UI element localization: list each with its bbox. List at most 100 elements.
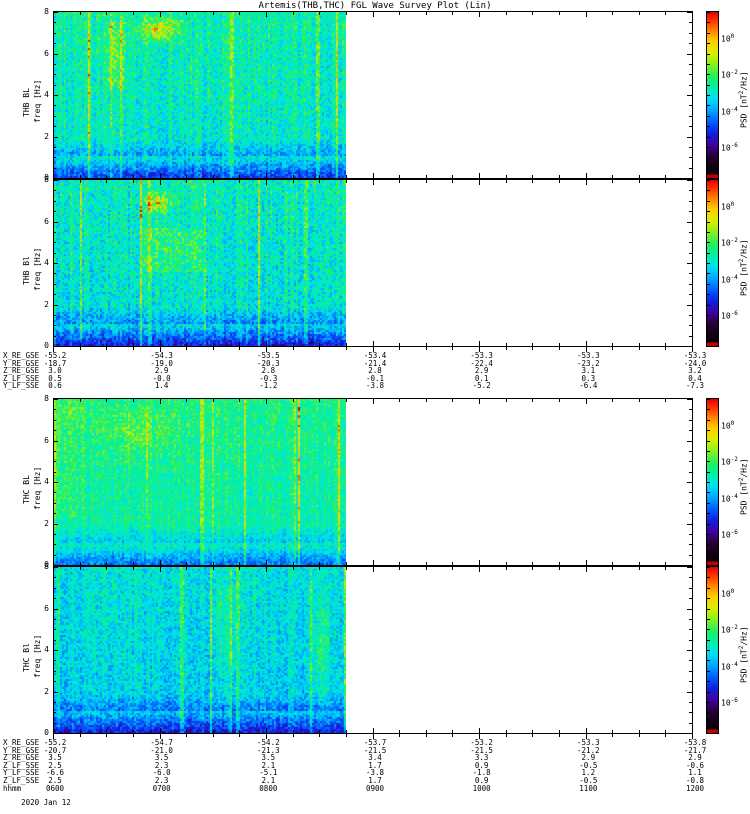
x-axis-minor-tick xyxy=(186,730,187,733)
colorbar-tick-label: 10-2 xyxy=(721,624,738,635)
x-axis-tick xyxy=(373,567,374,572)
x-axis-minor-tick xyxy=(639,730,640,733)
x-axis-minor-tick xyxy=(639,12,640,15)
x-axis-tick xyxy=(266,341,267,346)
colorbar-minor-tick xyxy=(707,147,710,148)
spectrogram-image-thb-bl xyxy=(54,12,346,178)
colorbar-minor-tick xyxy=(707,712,710,713)
annotation-value: -55.2 xyxy=(43,738,67,747)
annotation-value: -21.5 xyxy=(470,745,493,755)
y-axis-tick-right xyxy=(687,53,692,55)
x-axis-tick xyxy=(160,341,161,346)
axis-tick xyxy=(160,734,161,739)
annotation-value: -0.3 xyxy=(259,373,278,383)
y-axis-tick-label: 4 xyxy=(44,258,49,267)
x-axis-minor-tick xyxy=(612,567,613,570)
y-axis-tick-right xyxy=(687,346,692,347)
axis-minor-tick xyxy=(80,347,81,350)
y-axis-tick xyxy=(53,180,58,181)
axis-tick xyxy=(586,347,587,352)
x-axis-minor-tick xyxy=(426,12,427,15)
colorbar-minor-tick xyxy=(707,640,710,641)
y-axis-minor-tick xyxy=(53,502,56,504)
x-axis-minor-tick xyxy=(452,175,453,178)
x-axis-minor-tick xyxy=(612,12,613,15)
x-axis-minor-tick xyxy=(506,12,507,15)
y-axis-minor-tick xyxy=(53,681,56,683)
annotation-value: -53.3 xyxy=(577,351,600,360)
spectrogram-image-thc-bl xyxy=(54,399,346,565)
x-axis-tick xyxy=(53,567,54,572)
y-axis-minor-tick xyxy=(53,43,56,45)
colorbar-minor-tick xyxy=(707,232,710,233)
axis-minor-tick xyxy=(665,347,666,350)
axis-minor-tick xyxy=(133,347,134,350)
annotation-value: 2.8 xyxy=(261,366,276,376)
axis-minor-tick xyxy=(559,734,560,737)
annotation-value: -5.2 xyxy=(472,381,491,391)
y-axis-minor-tick xyxy=(53,32,56,34)
annotation-value: -23.2 xyxy=(577,358,600,368)
x-axis-tick xyxy=(160,12,161,17)
colorbar-minor-tick xyxy=(707,315,710,316)
x-axis-minor-tick xyxy=(106,175,107,178)
x-axis-tick xyxy=(586,173,587,178)
colorbar-minor-tick xyxy=(707,430,710,431)
y-axis-tick-label: 6 xyxy=(44,48,49,58)
axis-tick xyxy=(479,734,480,739)
x-axis-minor-tick xyxy=(506,567,507,570)
colorbar-tick-label: 10-2 xyxy=(721,237,738,248)
y-axis-tick xyxy=(53,608,58,610)
y-axis-minor-tick xyxy=(53,544,56,546)
colorbar-title: PSD [nT2/Hz] xyxy=(738,626,749,683)
x-axis-minor-tick xyxy=(186,562,187,565)
y-axis-title-unit: freq [Hz] xyxy=(33,634,42,678)
y-axis-tick-right xyxy=(687,95,692,96)
x-axis-minor-tick xyxy=(186,567,187,570)
axis-tick xyxy=(692,734,693,739)
x-axis-tick xyxy=(266,12,267,17)
annotation-value: 1000 xyxy=(472,783,491,793)
x-axis-minor-tick xyxy=(106,399,107,402)
x-axis-minor-tick xyxy=(80,175,81,178)
colorbar-minor-tick xyxy=(707,126,710,127)
x-axis-minor-tick xyxy=(612,175,613,178)
x-axis-minor-tick xyxy=(133,12,134,15)
y-axis-minor-tick-right xyxy=(689,84,692,86)
annotation-value: -54.3 xyxy=(150,351,173,360)
x-axis-minor-tick xyxy=(532,343,533,346)
colorbar-tick-label: 10-6 xyxy=(721,697,738,708)
annotation-value: 2.5 xyxy=(48,776,62,785)
annotation-value: -21.4 xyxy=(363,358,387,368)
x-axis-minor-tick xyxy=(639,175,640,178)
annotation-value: -7.3 xyxy=(685,381,705,391)
x-axis-minor-tick xyxy=(426,175,427,178)
annotation-value: 0.9 xyxy=(474,760,489,770)
annotation-value: 3.0 xyxy=(48,366,62,376)
y-axis-minor-tick xyxy=(53,471,56,473)
colorbar-minor-tick xyxy=(707,201,710,202)
y-axis-minor-tick xyxy=(53,618,56,620)
annotation-value: -0.5 xyxy=(579,776,598,785)
y-axis-minor-tick-right xyxy=(689,32,692,34)
colorbar-tick-label: 100 xyxy=(721,32,735,44)
x-axis-minor-tick xyxy=(213,567,214,570)
colorbar-tick-label: 100 xyxy=(721,419,735,431)
axis-tick xyxy=(479,347,480,352)
x-axis-minor-tick xyxy=(612,730,613,733)
annotation-value: 0700 xyxy=(152,783,171,793)
x-axis-minor-tick xyxy=(293,343,294,346)
x-axis-minor-tick xyxy=(239,12,240,15)
x-axis-tick xyxy=(586,560,587,565)
x-axis-minor-tick xyxy=(665,12,666,15)
colorbar-tick-label: 100 xyxy=(721,200,735,212)
axis-minor-tick xyxy=(346,734,347,737)
axis-minor-tick xyxy=(186,734,187,737)
upper-axis-tickrow xyxy=(53,347,693,353)
annotation-row-label: Y_RE_GSE xyxy=(3,745,40,755)
y-axis-minor-tick-right xyxy=(689,681,692,683)
y-axis-minor-tick xyxy=(53,533,56,535)
axis-tick xyxy=(266,734,267,739)
y-axis-minor-tick xyxy=(53,294,56,296)
annotation-value: -53.4 xyxy=(363,351,387,360)
